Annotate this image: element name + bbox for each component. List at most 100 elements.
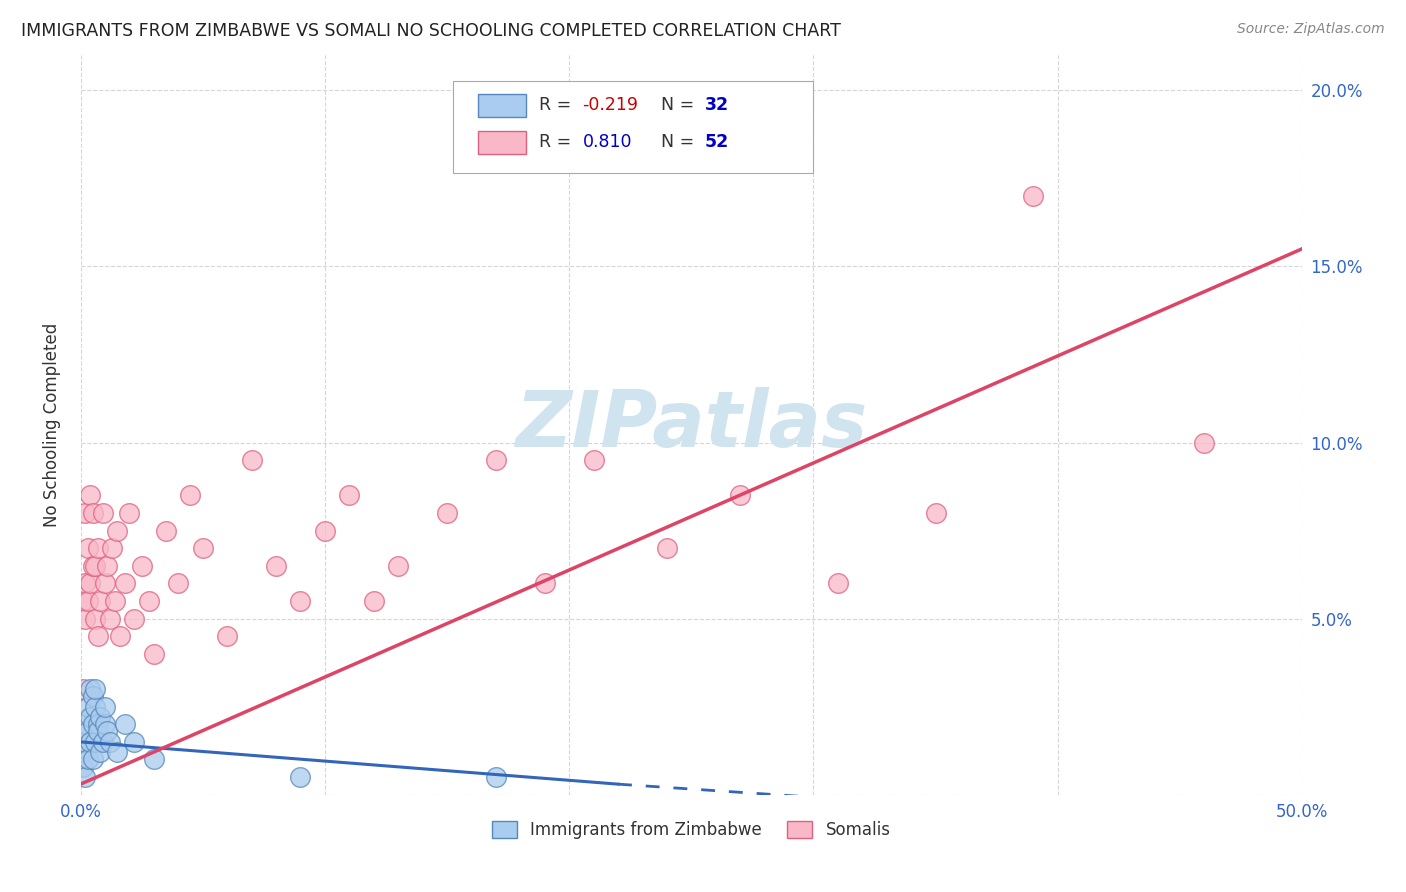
Point (94, 576, 117, 591)
Point (217, 629, 239, 643)
Point (655, 541, 678, 556)
Point (1194, 435, 1216, 450)
Point (485, 770, 508, 784)
Point (84, 681, 107, 696)
Text: R =: R = (538, 95, 576, 113)
Point (290, 594, 312, 608)
Point (924, 506, 946, 520)
Point (89, 746, 111, 760)
Point (179, 488, 201, 502)
Text: -0.219: -0.219 (582, 95, 638, 113)
Point (138, 594, 160, 608)
Point (86, 541, 108, 556)
Point (77, 724, 100, 739)
Point (485, 453, 508, 467)
Point (79, 681, 101, 696)
Point (314, 524, 336, 538)
Point (82, 752, 104, 766)
Point (264, 558, 287, 573)
Point (105, 524, 128, 538)
Point (82, 506, 104, 520)
Point (827, 576, 849, 591)
Point (79, 710, 101, 724)
Point (84, 612, 107, 626)
Point (94, 699, 117, 714)
Point (98, 612, 121, 626)
Point (533, 576, 555, 591)
Point (77, 699, 100, 714)
Point (77, 594, 100, 608)
Point (72, 681, 94, 696)
Legend: Immigrants from Zimbabwe, Somalis: Immigrants from Zimbabwe, Somalis (485, 814, 897, 846)
Text: IMMIGRANTS FROM ZIMBABWE VS SOMALI NO SCHOOLING COMPLETED CORRELATION CHART: IMMIGRANTS FROM ZIMBABWE VS SOMALI NO SC… (21, 22, 841, 40)
Text: ZIPatlas: ZIPatlas (515, 387, 868, 463)
Point (114, 717, 136, 731)
Point (728, 488, 751, 502)
Point (84, 735, 107, 749)
Point (79, 735, 101, 749)
Point (82, 689, 104, 703)
Point (75, 770, 97, 784)
Point (124, 735, 146, 749)
Point (89, 710, 111, 724)
Point (75, 506, 97, 520)
Point (96, 558, 118, 573)
Point (72, 746, 94, 760)
FancyBboxPatch shape (478, 131, 526, 153)
Text: N =: N = (661, 133, 700, 151)
Point (77, 541, 100, 556)
Point (75, 735, 97, 749)
Point (101, 541, 124, 556)
Point (114, 576, 136, 591)
Point (75, 576, 97, 591)
Point (240, 453, 263, 467)
Point (290, 770, 312, 784)
Point (118, 506, 141, 520)
Point (191, 541, 214, 556)
Point (84, 558, 107, 573)
Point (363, 594, 385, 608)
Y-axis label: No Schooling Completed: No Schooling Completed (44, 323, 60, 527)
Point (387, 558, 409, 573)
Point (75, 717, 97, 731)
Point (84, 699, 107, 714)
Point (89, 594, 111, 608)
Point (108, 629, 131, 643)
Text: 52: 52 (704, 133, 728, 151)
Point (86, 717, 108, 731)
Point (86, 629, 108, 643)
Point (96, 724, 118, 739)
Point (131, 558, 153, 573)
Point (86, 724, 108, 739)
Point (98, 735, 121, 749)
Point (104, 594, 127, 608)
Point (82, 717, 104, 731)
Point (72, 759, 94, 773)
Point (155, 524, 177, 538)
Point (436, 506, 458, 520)
Point (124, 612, 146, 626)
Text: N =: N = (661, 95, 700, 113)
Point (72, 594, 94, 608)
Point (1022, 189, 1045, 203)
Point (79, 488, 101, 502)
Text: Source: ZipAtlas.com: Source: ZipAtlas.com (1237, 22, 1385, 37)
Point (77, 752, 100, 766)
Point (91, 506, 114, 520)
Point (91, 735, 114, 749)
Text: 0.810: 0.810 (582, 133, 633, 151)
Point (94, 717, 117, 731)
Point (105, 746, 128, 760)
Point (142, 647, 165, 661)
Point (167, 576, 190, 591)
Point (82, 558, 104, 573)
Point (75, 612, 97, 626)
Point (337, 488, 360, 502)
Point (582, 453, 605, 467)
FancyBboxPatch shape (478, 95, 526, 117)
Text: 32: 32 (704, 95, 728, 113)
FancyBboxPatch shape (453, 81, 814, 173)
Point (79, 576, 101, 591)
Point (142, 752, 165, 766)
Text: R =: R = (538, 133, 582, 151)
